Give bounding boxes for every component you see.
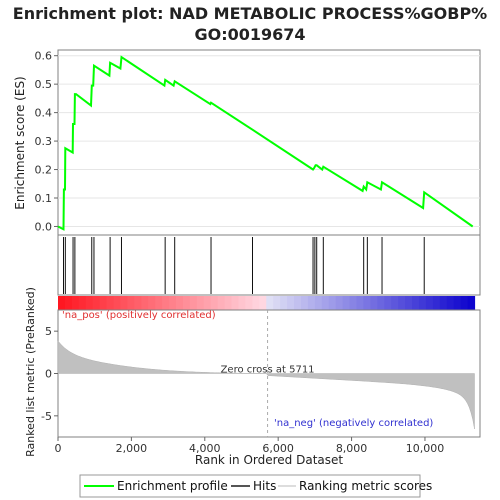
x-tick-label: 2,000 — [116, 442, 148, 455]
color-bar-segment — [64, 296, 73, 310]
color-bar-segment — [398, 296, 406, 310]
color-bar-segment — [71, 296, 80, 310]
color-bar-segment — [287, 296, 295, 310]
color-bar-segment — [384, 296, 392, 310]
color-bar-segment — [210, 296, 219, 310]
es-tick-label: 0.0 — [35, 220, 53, 233]
color-bar-segment — [238, 296, 247, 310]
color-bar-segment — [335, 296, 344, 310]
color-bar-segment — [162, 296, 170, 310]
color-bar-segment — [127, 296, 135, 310]
color-bar-segment — [92, 296, 101, 310]
x-tick-label: 4,000 — [189, 442, 221, 455]
color-bar-segment — [405, 296, 413, 310]
metric-y-axis-label: Ranked list metric (PreRanked) — [24, 287, 37, 457]
color-bar-segment — [300, 296, 309, 310]
metric-tick-label: -5 — [41, 410, 52, 423]
color-bar-segment — [113, 296, 122, 310]
ranking-metric-area — [57, 340, 475, 430]
pos-correlated-label: 'na_pos' (positively correlated) — [62, 310, 216, 321]
color-bar-segment — [148, 296, 156, 310]
color-bar-segment — [58, 296, 66, 310]
color-bar-segment — [412, 296, 420, 310]
es-tick-label: 0.1 — [35, 192, 53, 205]
color-bar-segment — [425, 296, 434, 310]
color-bar-segment — [439, 296, 448, 310]
legend-metric-label: Ranking metric scores — [299, 479, 432, 493]
color-bar-segment — [169, 296, 177, 310]
color-bar-segment — [245, 296, 253, 310]
color-bar-segment — [418, 296, 427, 310]
chart-title-line1: Enrichment plot: NAD METABOLIC PROCESS%G… — [13, 4, 487, 23]
legend-hits-label: Hits — [253, 479, 276, 493]
legend-enrichment-label: Enrichment profile — [117, 479, 228, 493]
rank-color-bar — [58, 296, 476, 310]
color-bar-segment — [196, 296, 205, 310]
color-bar-segment — [328, 296, 337, 310]
color-bar-segment — [259, 296, 267, 310]
x-tick-label: 10,000 — [406, 442, 445, 455]
color-bar-segment — [363, 296, 371, 310]
es-tick-label: 0.2 — [35, 164, 53, 177]
chart-title-line2: GO:0019674 — [194, 25, 305, 44]
color-bar-segment — [189, 296, 198, 310]
color-bar-segment — [176, 296, 184, 310]
color-bar-segment — [106, 296, 115, 310]
color-bar-segment — [252, 296, 260, 310]
es-grid — [58, 55, 480, 227]
color-bar-segment — [391, 296, 399, 310]
color-bar-segment — [446, 296, 455, 310]
color-bar-segment — [307, 296, 316, 310]
color-bar-segment — [467, 296, 476, 310]
color-bar-segment — [460, 296, 469, 310]
color-bar-segment — [78, 296, 87, 310]
es-tick-label: 0.6 — [35, 50, 53, 63]
color-bar-segment — [273, 296, 281, 310]
x-tick-label: 0 — [55, 442, 62, 455]
x-axis-label: Rank in Ordered Dataset — [195, 453, 343, 467]
es-y-axis-label: Enrichment score (ES) — [13, 76, 27, 209]
color-bar-segment — [321, 296, 330, 310]
color-bar-segment — [182, 296, 191, 310]
color-bar-segment — [120, 296, 129, 310]
es-y-ticks: 0.0 0.1 0.2 0.3 0.4 0.5 0.6 — [35, 50, 58, 233]
color-bar-segment — [266, 296, 274, 310]
color-bar-segment — [224, 296, 233, 310]
color-bar-segment — [349, 296, 358, 310]
color-bar-segment — [432, 296, 441, 310]
es-tick-label: 0.5 — [35, 78, 53, 91]
color-bar-segment — [99, 296, 108, 310]
x-tick-label: 8,000 — [336, 442, 368, 455]
color-bar-segment — [453, 296, 462, 310]
color-bar-segment — [231, 296, 240, 310]
neg-correlated-label: 'na_neg' (negatively correlated) — [274, 418, 433, 429]
color-bar-segment — [280, 296, 288, 310]
es-panel — [57, 49, 481, 236]
hits-panel — [57, 234, 481, 296]
color-bar-segment — [356, 296, 365, 310]
es-tick-label: 0.4 — [35, 107, 53, 120]
color-bar-segment — [314, 296, 323, 310]
x-ticks: 0 2,000 4,000 6,000 8,000 10,000 — [55, 437, 445, 455]
es-tick-label: 0.3 — [35, 135, 53, 148]
metric-tick-label: 0 — [45, 368, 52, 381]
color-bar-segment — [370, 296, 378, 310]
color-bar-segment — [294, 296, 302, 310]
x-tick-label: 6,000 — [262, 442, 294, 455]
color-bar-segment — [342, 296, 351, 310]
hit-lines — [63, 237, 425, 294]
color-bar-segment — [217, 296, 226, 310]
color-bar-segment — [377, 296, 385, 310]
color-bar-segment — [85, 296, 94, 310]
metric-tick-label: 5 — [45, 325, 52, 338]
color-bar-segment — [203, 296, 212, 310]
color-bar-segment — [134, 296, 142, 310]
zero-cross-label: Zero cross at 5711 — [221, 365, 315, 376]
color-bar-segment — [141, 296, 149, 310]
metric-y-ticks: 5 0 -5 — [41, 325, 58, 423]
color-bar-segment — [155, 296, 163, 310]
enrichment-profile-line — [57, 55, 474, 231]
